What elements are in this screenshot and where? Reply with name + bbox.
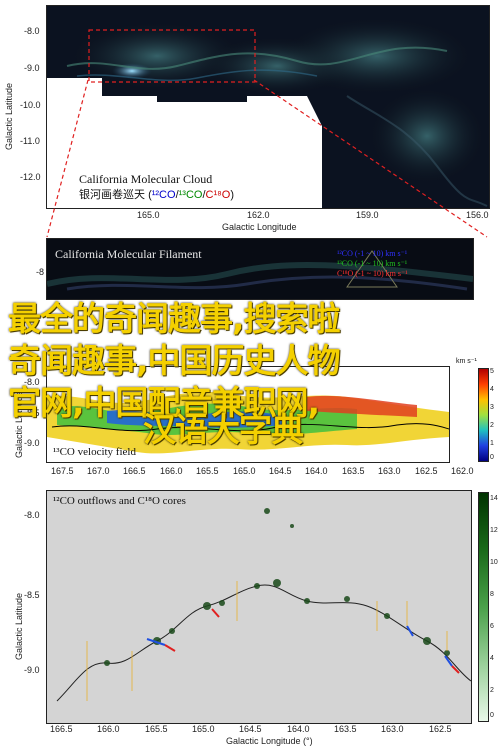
panel1-iso-co13: ¹³CO — [178, 189, 203, 201]
panel4-caption: ¹²CO outflows and C¹⁸O cores — [53, 495, 186, 507]
panel4-xtick: 163.0 — [381, 724, 404, 734]
panel4-cbtick: 10 — [490, 559, 498, 566]
overlay-text-line3: 官网,中国配音兼职网, — [8, 383, 320, 422]
panel1-iso-c18o: C¹⁸O — [205, 189, 231, 201]
panel4-cbtick: 0 — [490, 712, 494, 719]
panel1-iso-suffix: ) — [230, 189, 234, 201]
panel4-cbtick: 2 — [490, 687, 494, 694]
overlay-text-line4: 汉语大字典 — [143, 410, 304, 449]
panel4-xlabel: Galactic Longitude (°) — [226, 736, 313, 746]
panel3-xticks: 167.5 167.0 166.5 166.0 165.5 165.0 164.… — [46, 466, 476, 478]
panel4-xtick: 166.0 — [97, 724, 120, 734]
panel1-ytick: -12.0 — [20, 172, 41, 182]
panel1-ytick: -9.0 — [24, 63, 40, 73]
panel-velocity-field: ¹³CO velocity field — [46, 366, 450, 463]
panel2-title: California Molecular Filament — [55, 247, 202, 261]
panel3-cbtick: 0 — [490, 454, 494, 461]
panel1-xtick: 162.0 — [247, 210, 270, 220]
panel3-xtick: 162.5 — [415, 466, 438, 476]
panel4-xtick: 164.5 — [239, 724, 262, 734]
panel4-ytick: -9.0 — [24, 665, 40, 675]
overlay-text-line1: 最全的奇闻趣事,搜索啦 — [8, 299, 341, 338]
panel3-xtick: 164.0 — [305, 466, 328, 476]
panel2-legend: ¹²CO (-1 ~ 10) km s⁻¹ ¹³CO (-1 ~ 10) km … — [337, 249, 408, 279]
panel3-cbtick: 2 — [490, 422, 494, 429]
panel4-xtick: 164.0 — [287, 724, 310, 734]
panel4-ytick: -8.5 — [24, 590, 40, 600]
panel3-ytick: -9.0 — [24, 438, 40, 448]
panel3-xtick: 163.5 — [342, 466, 365, 476]
panel3-xtick: 163.0 — [378, 466, 401, 476]
panel1-subtitle-cn: 银河画卷巡天 — [79, 189, 145, 201]
panel3-cbtick: 4 — [490, 386, 494, 393]
legend-co12: ¹²CO (-1 ~ 10) km s⁻¹ — [337, 249, 408, 258]
panel4-xtick: 166.5 — [50, 724, 73, 734]
panel3-xtick: 167.5 — [51, 466, 74, 476]
filament-image — [47, 239, 473, 299]
panel1-xtick: 156.0 — [466, 210, 489, 220]
panel1-ytick: -10.0 — [20, 100, 41, 110]
panel3-cbtick: 1 — [490, 440, 494, 447]
panel-california-cloud: California Molecular Cloud 银河画卷巡天 (¹²CO/… — [46, 5, 490, 209]
panel4-ytick: -8.0 — [24, 510, 40, 520]
panel1-iso-prefix: ( — [148, 189, 152, 201]
overlay-text-line2: 奇闻趣事,中国历史人物 — [8, 341, 341, 380]
panel3-colorbar-unit: km s⁻¹ — [456, 358, 477, 365]
panel1-ylabel: Galactic Latitude — [4, 82, 14, 150]
panel3-xtick: 165.5 — [196, 466, 219, 476]
panel4-xticks: 166.5 166.0 165.5 165.0 164.5 164.0 163.… — [46, 724, 476, 736]
panel3-xtick: 166.5 — [123, 466, 146, 476]
panel-california-filament: California Molecular Filament ¹²CO (-1 ~… — [46, 238, 474, 300]
panel-outflows-cores: ¹²CO outflows and C¹⁸O cores — [46, 490, 472, 724]
panel1-xtick: 165.0 — [137, 210, 160, 220]
panel4-cbtick: 6 — [490, 623, 494, 630]
panel1-xtick: 159.0 — [356, 210, 379, 220]
panel1-iso-co12: ¹²CO — [151, 189, 176, 201]
panel3-xtick: 167.0 — [87, 466, 110, 476]
panel4-cbtick: 4 — [490, 655, 494, 662]
outflow-map — [56, 508, 471, 702]
panel3-cbtick: 3 — [490, 404, 494, 411]
panel3-caption: ¹³CO velocity field — [53, 446, 136, 458]
panel3-xtick: 165.0 — [233, 466, 256, 476]
legend-c18o: C¹⁸O (-1 ~ 10) km s⁻¹ — [337, 269, 408, 278]
legend-co13: ¹³CO (-1 ~ 10) km s⁻¹ — [337, 259, 408, 268]
panel4-ylabel: Galactic Latitude — [14, 592, 24, 660]
panel3-colorbar — [478, 368, 489, 462]
velocity-map — [47, 392, 449, 454]
panel4-cbtick: 12 — [490, 527, 498, 534]
panel3-ytick: -8.0 — [24, 377, 40, 387]
panel3-cbtick: 5 — [490, 368, 494, 375]
panel4-xtick: 162.5 — [429, 724, 452, 734]
panel4-xtick: 165.0 — [192, 724, 215, 734]
panel2-ytick: -8 — [36, 267, 45, 277]
panel3-xtick: 162.0 — [451, 466, 474, 476]
panel1-ytick: -8.0 — [24, 26, 40, 36]
panel4-cbtick: 14 — [490, 495, 498, 502]
panel1-ytick: -11.0 — [20, 136, 40, 146]
panel4-cbtick: 8 — [490, 591, 494, 598]
panel4-colorbar — [478, 492, 489, 722]
panel3-ytick: -8.5 — [24, 408, 40, 418]
panel1-xlabel: Galactic Longitude — [222, 222, 297, 232]
panel1-title: California Molecular Cloud — [79, 172, 213, 186]
panel4-xtick: 165.5 — [145, 724, 168, 734]
panel3-xtick: 164.5 — [269, 466, 292, 476]
panel3-xtick: 166.0 — [160, 466, 183, 476]
panel4-xtick: 163.5 — [334, 724, 357, 734]
panel1-subtitle: 银河画卷巡天 (¹²CO/¹³CO/C¹⁸O) — [79, 189, 234, 201]
